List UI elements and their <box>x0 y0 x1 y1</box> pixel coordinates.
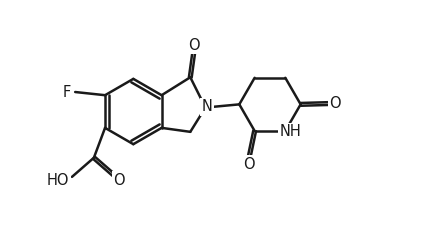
Text: O: O <box>329 96 341 111</box>
Text: HO: HO <box>47 173 69 188</box>
Text: N: N <box>201 99 213 114</box>
Text: O: O <box>243 157 254 172</box>
Text: O: O <box>188 38 200 53</box>
Text: O: O <box>113 173 125 188</box>
Text: NH: NH <box>279 124 301 139</box>
Text: F: F <box>62 85 71 99</box>
